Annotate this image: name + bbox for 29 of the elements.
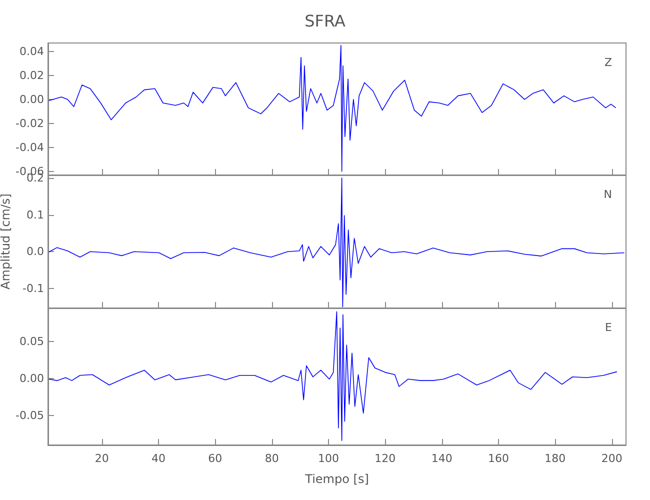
annotation: Z [604,56,612,69]
y-axis-title: Amplitud [cm/s] [0,194,13,290]
x-tick-label: 40 [152,452,166,465]
x-tick-label: 20 [94,452,109,465]
y-tick-label: 0.02 [20,68,44,82]
y-tick-label: -0.05 [16,408,44,422]
y-tick-label: 0.0 [26,245,44,258]
y-tick-label: 0.05 [20,334,44,348]
x-tick-label: 140 [431,452,452,465]
y-tick-label: -0.04 [16,140,44,154]
y-tick-label: 0.00 [20,92,44,106]
annotation: E [605,321,612,334]
x-tick-label: 100 [318,452,339,465]
line-series [48,45,616,172]
chart-title: SFRA [304,12,346,30]
x-tick-label: 180 [544,452,566,465]
y-tick-label: 0.00 [20,372,44,385]
x-tick-label: 80 [264,452,279,465]
x-tick-label: 120 [374,452,396,465]
x-tick-label: 160 [488,452,509,465]
x-tick-label: 200 [601,452,622,465]
annotation: N [604,188,612,201]
y-tick-label: 0.04 [20,44,44,58]
y-tick-label: -0.1 [22,282,44,295]
x-axis-title: Tiempo [s] [304,472,369,486]
x-tick-label: 60 [208,452,222,465]
y-tick-label: 0.1 [26,208,44,222]
y-tick-label: -0.02 [16,116,44,130]
line-series [48,311,618,441]
